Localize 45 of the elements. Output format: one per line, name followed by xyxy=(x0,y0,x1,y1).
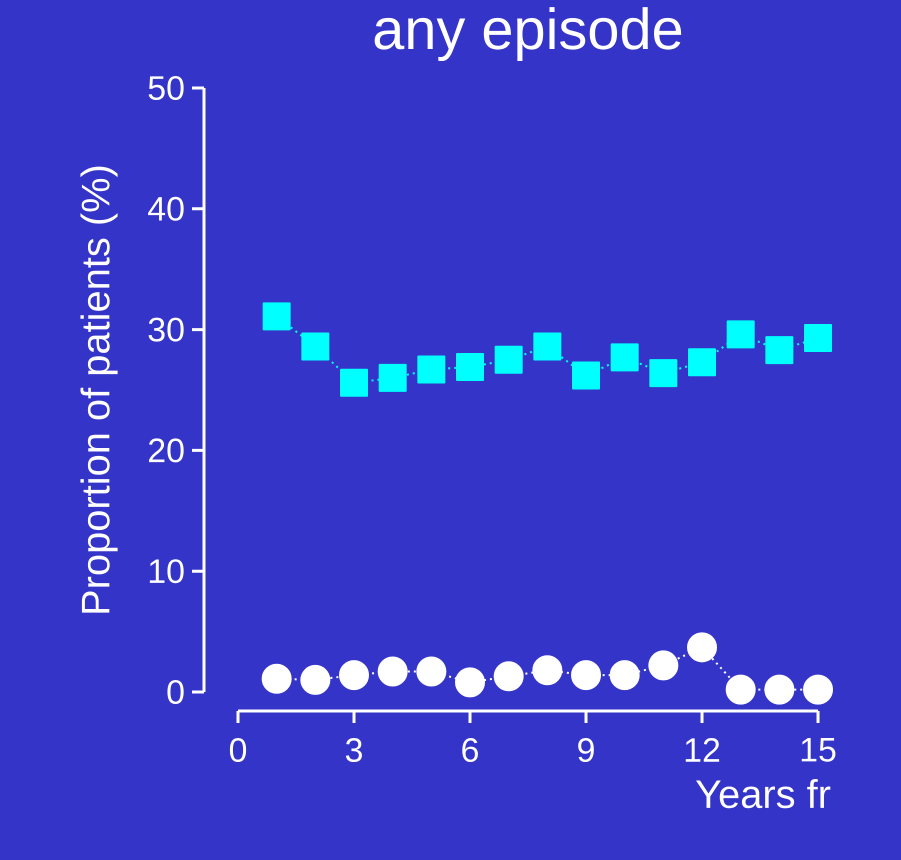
point xyxy=(688,348,716,376)
y-tick-label: 30 xyxy=(148,318,184,342)
point xyxy=(572,362,600,390)
point xyxy=(687,632,718,662)
point xyxy=(532,655,562,686)
point xyxy=(533,332,562,361)
point xyxy=(726,320,755,348)
y-tick-label: 50 xyxy=(148,76,184,100)
point xyxy=(610,660,640,690)
point xyxy=(648,650,678,680)
point xyxy=(649,359,678,388)
point xyxy=(455,667,486,698)
point xyxy=(262,302,291,330)
point xyxy=(378,364,407,392)
point xyxy=(804,324,832,352)
y-tick-label: 0 xyxy=(167,680,184,704)
x-tick-label: 3 xyxy=(346,738,362,762)
x-axis-title: Years fr xyxy=(696,779,830,808)
y-tick-label: 20 xyxy=(149,438,184,462)
point xyxy=(726,674,756,705)
y-axis-title: Proportion of patients (%) xyxy=(80,166,118,613)
x-tick-label: 0 xyxy=(230,738,246,762)
y-tick-label: 40 xyxy=(148,196,184,221)
point xyxy=(456,353,484,382)
x-tick-label: 6 xyxy=(462,738,478,762)
point xyxy=(610,343,639,372)
point xyxy=(417,355,446,384)
point xyxy=(378,656,408,686)
point xyxy=(571,660,602,690)
point xyxy=(803,674,834,705)
point xyxy=(339,660,370,690)
point xyxy=(765,336,794,364)
x-tick-label: 15 xyxy=(802,738,836,762)
point xyxy=(262,664,292,694)
x-tick-label: 12 xyxy=(686,738,720,762)
point xyxy=(764,674,794,705)
y-tick-label: 10 xyxy=(150,559,184,584)
point xyxy=(300,664,330,695)
point xyxy=(494,661,524,692)
x-tick-label: 9 xyxy=(578,738,594,762)
point xyxy=(494,346,523,374)
point xyxy=(301,332,330,361)
point xyxy=(340,368,368,397)
chart-title: any episode xyxy=(374,7,682,62)
point xyxy=(416,656,446,686)
